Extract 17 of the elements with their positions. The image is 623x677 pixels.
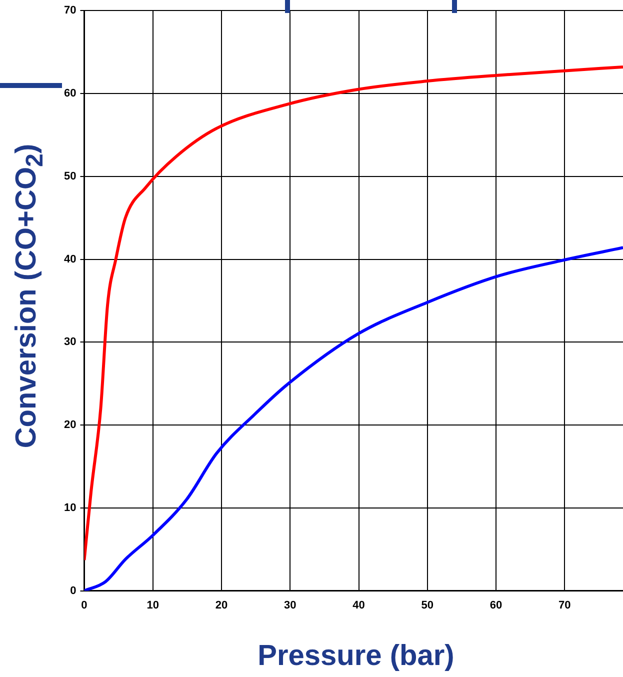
y-tick-label: 40 [64, 253, 76, 266]
y-tick-label: 70 [64, 4, 76, 17]
x-axis-title: Pressure (bar) [256, 640, 456, 673]
y-tick-label: 10 [64, 502, 76, 514]
y-tick-label: 30 [64, 336, 76, 348]
x-tick-label: 10 [146, 599, 159, 612]
x-tick-label: 20 [215, 599, 228, 612]
x-tick-label: 70 [558, 599, 571, 612]
y-tick-label: 50 [64, 170, 76, 182]
x-tick-label: 30 [284, 599, 296, 612]
x-tick-label: 0 [81, 599, 88, 612]
x-tick-label: 50 [421, 599, 434, 612]
y-tick-label: 0 [70, 584, 76, 597]
x-tick-label: 60 [490, 599, 502, 612]
y-tick-label: 60 [64, 88, 76, 100]
x-tick-label: 40 [352, 599, 365, 612]
y-tick-label: 20 [64, 419, 76, 432]
